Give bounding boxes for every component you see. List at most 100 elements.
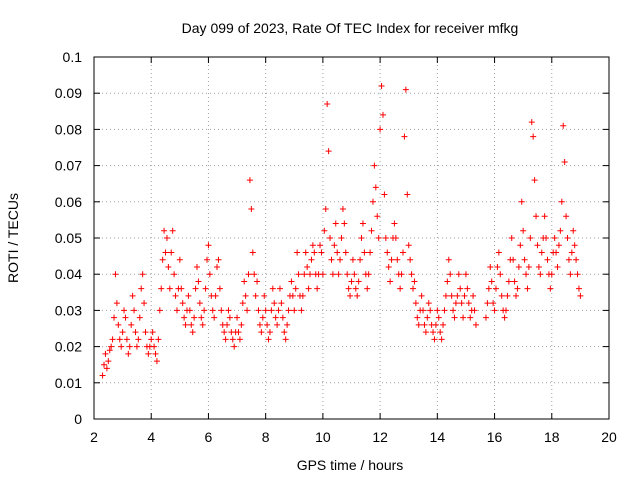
data-point (136, 314, 143, 321)
data-point (189, 329, 196, 336)
data-point (204, 256, 211, 263)
data-point (345, 285, 352, 292)
data-point (365, 271, 372, 278)
y-tick-label: 0.03 (55, 302, 82, 318)
data-point (121, 307, 128, 314)
data-point (344, 271, 351, 278)
y-tick-label: 0.04 (55, 266, 82, 282)
data-point (460, 314, 467, 321)
y-tick-label: 0.06 (55, 194, 82, 210)
data-point (317, 242, 324, 249)
data-point (384, 249, 391, 256)
data-point (169, 227, 176, 234)
data-point (571, 242, 578, 249)
data-point (517, 242, 524, 249)
data-point (248, 206, 255, 213)
data-point (523, 271, 530, 278)
data-point (437, 329, 444, 336)
data-point (112, 271, 119, 278)
data-point (471, 307, 478, 314)
data-point (159, 256, 166, 263)
data-point (551, 235, 558, 241)
data-point (414, 314, 421, 321)
data-point (125, 350, 132, 357)
y-tick-label: 0.08 (55, 121, 82, 137)
data-point (308, 256, 315, 263)
data-point (149, 329, 156, 336)
data-point (565, 256, 572, 263)
data-point (118, 343, 125, 350)
data-point (99, 372, 106, 379)
x-tick-label: 18 (544, 429, 560, 445)
data-point (289, 292, 296, 299)
data-point (161, 227, 168, 234)
data-point (369, 198, 376, 205)
y-tick-label: 0.09 (55, 85, 82, 101)
data-point (358, 235, 365, 241)
data-point (524, 285, 531, 292)
data-point (218, 307, 225, 314)
data-point (491, 307, 498, 314)
data-point (467, 314, 474, 321)
data-point (497, 271, 504, 278)
data-point (455, 271, 462, 278)
data-point (359, 220, 366, 227)
data-point (305, 285, 312, 292)
data-point (269, 285, 276, 292)
data-point (402, 86, 409, 93)
data-point (209, 307, 216, 314)
data-point (129, 292, 136, 299)
x-tick-label: 6 (205, 429, 213, 445)
data-point (301, 271, 308, 278)
data-point (514, 285, 521, 292)
data-point (216, 285, 223, 292)
data-point (131, 307, 138, 314)
data-point (282, 336, 289, 343)
data-point (141, 300, 148, 307)
data-point (458, 300, 465, 307)
data-point (442, 292, 449, 299)
data-point (487, 263, 494, 270)
data-point (405, 242, 412, 249)
data-point (288, 278, 295, 285)
data-point (339, 206, 346, 213)
data-point (261, 292, 268, 299)
data-point (388, 256, 395, 263)
data-point (485, 285, 492, 292)
data-point (427, 307, 434, 314)
data-point (113, 300, 120, 307)
data-point (564, 235, 571, 241)
data-point (324, 101, 331, 108)
x-tick-label: 2 (90, 429, 98, 445)
data-point (281, 329, 288, 336)
data-point (462, 271, 469, 278)
data-point (398, 271, 405, 278)
data-point (553, 249, 560, 256)
data-point (249, 249, 256, 256)
data-point (168, 249, 175, 256)
data-point (440, 321, 447, 328)
data-point (271, 300, 278, 307)
data-point (295, 271, 302, 278)
y-tick-label: 0.01 (55, 375, 82, 391)
data-point (231, 343, 238, 350)
data-point (560, 122, 567, 129)
data-point (424, 314, 431, 321)
data-point (421, 321, 428, 328)
data-point (162, 249, 169, 256)
data-point (547, 285, 554, 292)
data-point (387, 278, 394, 285)
data-point (235, 329, 242, 336)
data-point (138, 285, 145, 292)
data-point (441, 307, 448, 314)
data-point (106, 347, 113, 354)
data-point (377, 126, 384, 133)
data-point (291, 307, 298, 314)
data-point (352, 285, 359, 292)
data-point (116, 336, 123, 343)
data-point (368, 227, 375, 234)
x-axis-label: GPS time / hours (297, 457, 404, 473)
data-point (196, 300, 203, 307)
data-point (520, 227, 527, 234)
data-points (100, 83, 584, 379)
